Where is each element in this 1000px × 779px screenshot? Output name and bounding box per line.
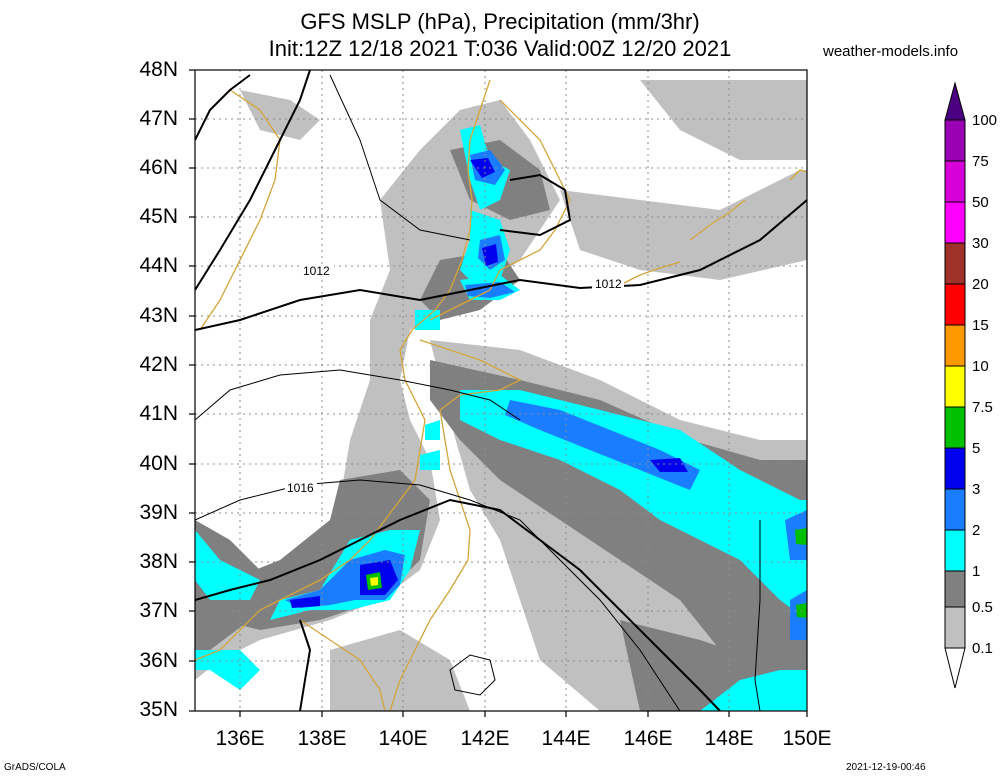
lon-label-136e: 136E bbox=[215, 727, 265, 750]
gridlines bbox=[195, 70, 807, 711]
lon-label-150e: 150E bbox=[782, 727, 832, 750]
footer-software: GrADS/COLA bbox=[4, 762, 66, 773]
isobar-label: 1016 bbox=[287, 481, 314, 495]
colorbar-label: 7.5 bbox=[972, 399, 993, 416]
precip-band-7-5mm bbox=[370, 577, 378, 586]
lat-label-38n: 38N bbox=[139, 550, 178, 573]
footer-timestamp: 2021-12-19-00:46 bbox=[846, 762, 926, 773]
colorbar bbox=[944, 81, 966, 689]
colorbar-label: 0.1 bbox=[972, 640, 993, 657]
colorbar-label: 5 bbox=[972, 440, 981, 457]
lon-label-148e: 148E bbox=[704, 727, 754, 750]
isobar-label: 1012 bbox=[595, 277, 622, 291]
lat-label-37n: 37N bbox=[139, 599, 178, 622]
lat-label-47n: 47N bbox=[139, 107, 178, 130]
precipitation-fields bbox=[195, 80, 807, 711]
colorbar-label: 3 bbox=[972, 481, 981, 498]
colorbar-label: 75 bbox=[972, 153, 989, 170]
lat-label-40n: 40N bbox=[139, 452, 178, 475]
lat-label-42n: 42N bbox=[139, 353, 178, 376]
lat-label-41n: 41N bbox=[139, 402, 178, 425]
lat-label-43n: 43N bbox=[139, 304, 178, 327]
colorbar-label: 30 bbox=[972, 235, 989, 252]
colorbar-label: 10 bbox=[972, 358, 989, 375]
colorbar-cap-top bbox=[944, 81, 966, 121]
lat-label-39n: 39N bbox=[139, 501, 178, 524]
lat-label-48n: 48N bbox=[139, 58, 178, 81]
colorbar-label: 20 bbox=[972, 276, 989, 293]
colorbar-label: 100 bbox=[972, 112, 998, 129]
lon-label-138e: 138E bbox=[297, 727, 347, 750]
isobars bbox=[195, 70, 807, 711]
lon-label-140e: 140E bbox=[378, 727, 428, 750]
colorbar-label: 0.5 bbox=[972, 599, 993, 616]
chart-title-line2: Init:12Z 12/18 2021 T:036 Valid:00Z 12/2… bbox=[268, 36, 732, 61]
lat-label-36n: 36N bbox=[139, 649, 178, 672]
colorbar-label: 1 bbox=[972, 563, 981, 580]
lon-label-142e: 142E bbox=[460, 727, 510, 750]
lat-label-45n: 45N bbox=[139, 205, 178, 228]
lon-label-144e: 144E bbox=[541, 727, 591, 750]
lat-label-35n: 35N bbox=[139, 698, 178, 721]
lat-label-44n: 44N bbox=[139, 254, 178, 277]
colorbar-cap-bottom bbox=[944, 647, 966, 689]
isobar-label-group bbox=[285, 264, 624, 495]
site-watermark: weather-models.info bbox=[823, 43, 959, 60]
lon-label-146e: 146E bbox=[623, 727, 673, 750]
colorbar-label: 2 bbox=[972, 522, 981, 539]
colorbar-label: 50 bbox=[972, 194, 989, 211]
tick-marks bbox=[189, 69, 808, 717]
colorbar-label: 15 bbox=[972, 317, 989, 334]
lat-label-46n: 46N bbox=[139, 156, 178, 179]
isobar-label: 1012 bbox=[303, 264, 330, 278]
chart-title-line1: GFS MSLP (hPa), Precipitation (mm/3hr) bbox=[300, 9, 700, 34]
plot-frame bbox=[194, 69, 808, 712]
